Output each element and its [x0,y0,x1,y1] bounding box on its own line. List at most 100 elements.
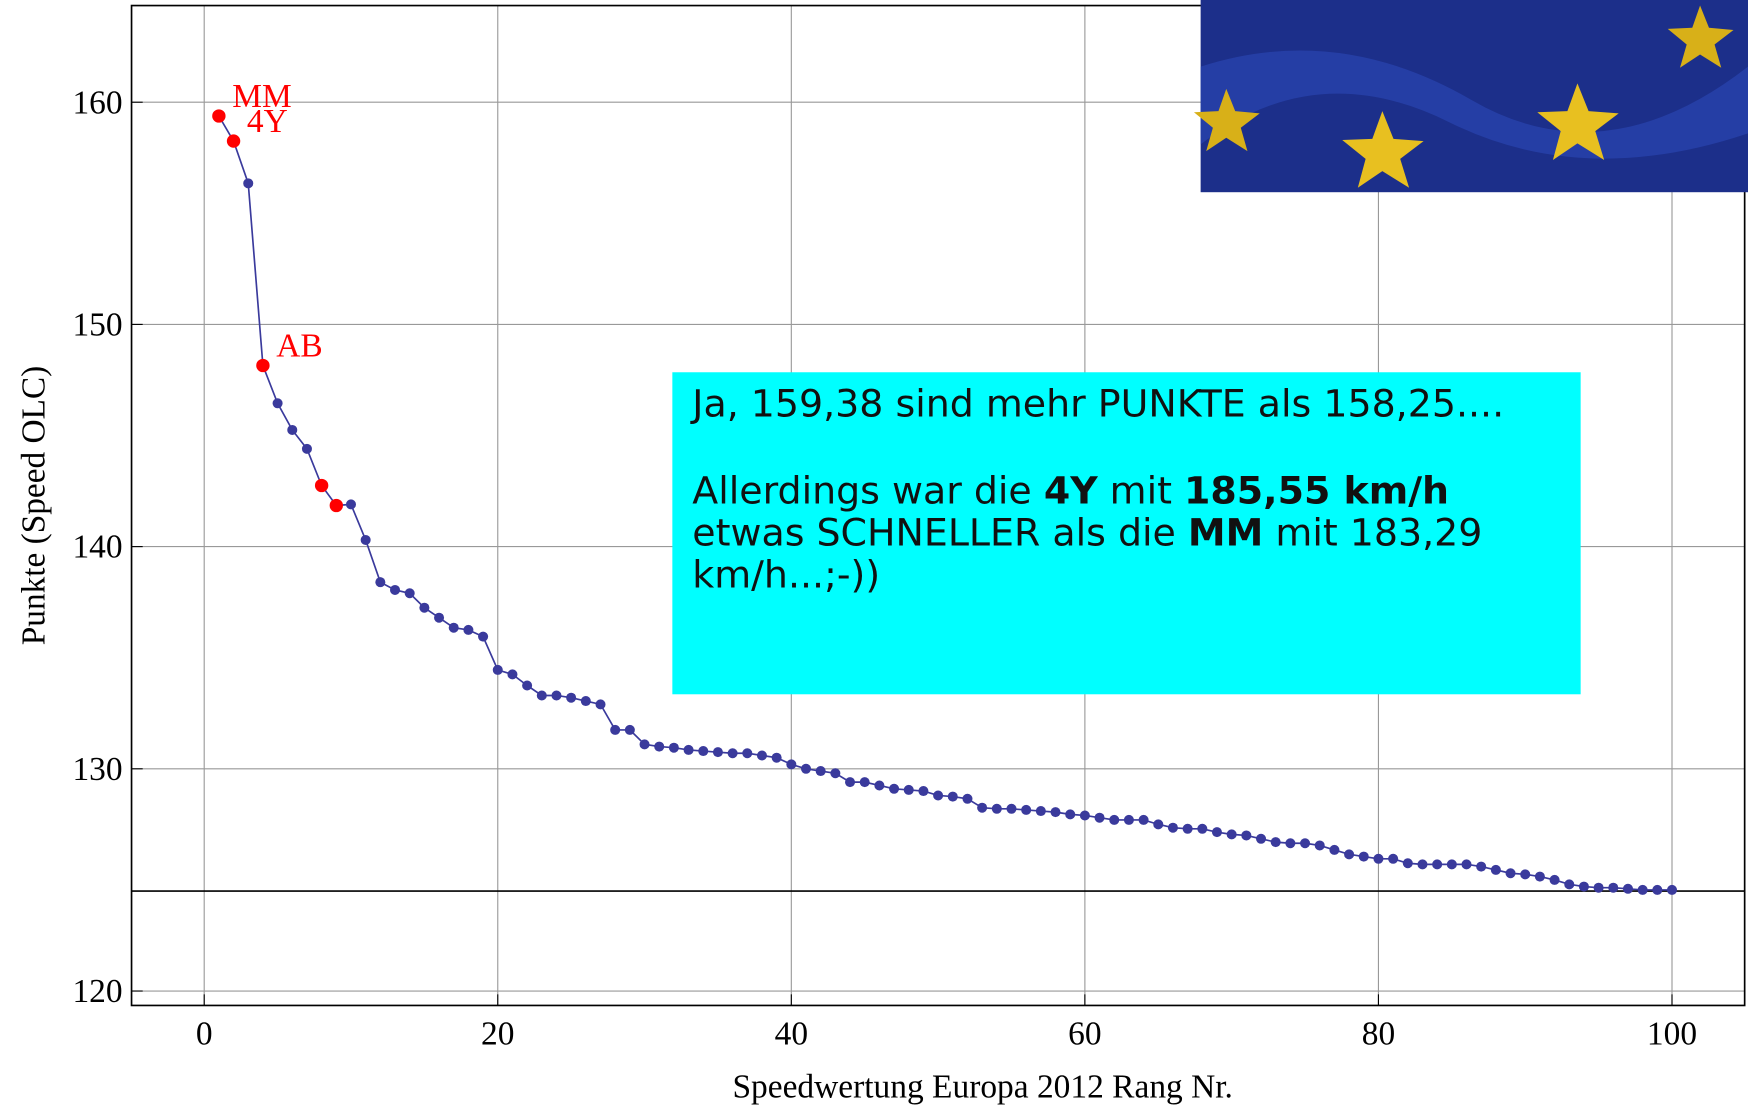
point-label: AB [276,328,322,365]
point [581,696,591,706]
y-tick-label: 150 [72,307,122,344]
point [742,748,752,758]
highlight-point [227,134,240,147]
point [1520,869,1530,879]
point [1476,862,1486,872]
text: Allerdings war die [692,469,1044,513]
point [845,777,855,787]
point [1638,885,1648,895]
point [962,794,972,804]
x-tick-label: 0 [196,1015,213,1052]
y-tick-label: 130 [72,751,122,788]
bold-text: 185,55 km/h [1184,469,1449,513]
point [992,804,1002,814]
point [507,669,517,679]
point [1373,854,1383,864]
point [1461,859,1471,869]
point [478,632,488,642]
point [1550,875,1560,885]
y-axis-label: Punkte (Speed OLC) [16,366,53,645]
point [786,759,796,769]
point [405,588,415,598]
x-tick-label: 60 [1068,1015,1101,1052]
paragraph: Allerdings war die 4Y mit 185,55 km/h et… [692,470,1560,597]
bold-text: MM [1188,511,1263,555]
point [640,739,650,749]
point [595,699,605,709]
point [933,790,943,800]
chart: 020406080100120130140150160Speedwertung … [0,0,1748,1111]
text: mit [1098,469,1184,513]
y-tick-label: 120 [72,973,122,1010]
text: etwas SCHNELLER als die [692,511,1188,555]
point [1329,845,1339,855]
point [1168,823,1178,833]
point [273,398,283,408]
point [1212,827,1222,837]
point [463,625,473,635]
text: Ja, 159,38 sind mehr PUNKTE als 158,25..… [692,382,1504,426]
point [684,745,694,755]
point [713,747,723,757]
y-tick-label: 160 [72,84,122,121]
point [537,690,547,700]
point [610,725,620,735]
point [522,680,532,690]
point [1109,815,1119,825]
point [860,777,870,787]
x-tick-label: 80 [1362,1015,1395,1052]
point [1417,859,1427,869]
point [1021,805,1031,815]
point [361,535,371,545]
point [346,499,356,509]
point [1285,838,1295,848]
highlight-point [256,359,269,372]
point [390,585,400,595]
point [1579,882,1589,892]
x-tick-label: 40 [775,1015,808,1052]
point [1535,872,1545,882]
point [1564,879,1574,889]
point [904,785,914,795]
point [1241,830,1251,840]
point [566,693,576,703]
point [669,743,679,753]
point [287,425,297,435]
point [1359,852,1369,862]
point [1271,837,1281,847]
point [1036,806,1046,816]
point [1432,859,1442,869]
point [801,764,811,774]
point [1139,815,1149,825]
point [625,725,635,735]
point [1153,819,1163,829]
point [1197,824,1207,834]
point [1594,883,1604,893]
point [889,784,899,794]
point [698,746,708,756]
x-axis-label: Speedwertung Europa 2012 Rang Nr. [732,1069,1232,1106]
point [830,768,840,778]
bold-text: 4Y [1044,469,1098,513]
point [419,603,429,613]
point [1506,868,1516,878]
point [1051,807,1061,817]
highlight-point [315,479,328,492]
flag-image [1194,0,1748,192]
page: {"chart_data": {"type": "line", "xlabel"… [0,0,1748,1111]
point [551,690,561,700]
point [1623,884,1633,894]
point [1608,883,1618,893]
point [1315,840,1325,850]
point [449,623,459,633]
point [1344,849,1354,859]
point [816,766,826,776]
highlight-point [212,109,225,122]
point [1124,815,1134,825]
point [1300,838,1310,848]
point [434,613,444,623]
point [1227,829,1237,839]
point [948,792,958,802]
point [1388,854,1398,864]
point [1183,824,1193,834]
